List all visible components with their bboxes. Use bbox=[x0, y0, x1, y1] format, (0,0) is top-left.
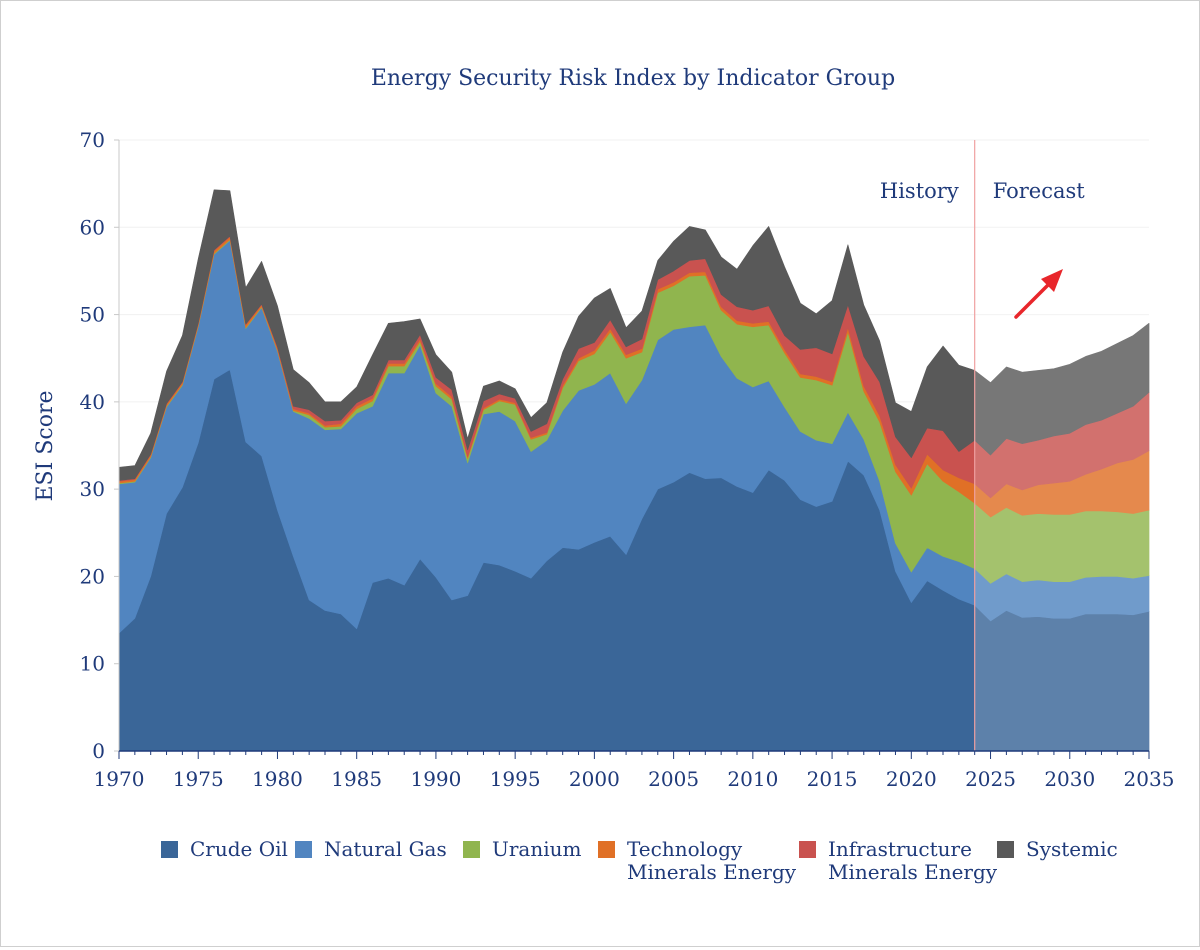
trend-arrow bbox=[1014, 269, 1063, 319]
legend-swatch-systemic bbox=[997, 841, 1014, 858]
x-tick-label-2020: 2020 bbox=[886, 767, 937, 791]
x-tick-label-2010: 2010 bbox=[727, 767, 778, 791]
x-tick-label-1980: 1980 bbox=[252, 767, 303, 791]
stacked-areas bbox=[118, 189, 1150, 752]
legend-label-natural-gas: Natural Gas bbox=[324, 837, 447, 861]
x-tick-label-1995: 1995 bbox=[490, 767, 541, 791]
y-tick-label-20: 20 bbox=[80, 564, 105, 588]
legend-swatch-crude-oil bbox=[161, 841, 178, 858]
x-tick-label-2015: 2015 bbox=[807, 767, 858, 791]
x-tick-label-1975: 1975 bbox=[173, 767, 224, 791]
legend: Crude Oil Natural Gas Uranium Technology Min… bbox=[161, 837, 1118, 884]
y-tick-label-50: 50 bbox=[80, 303, 105, 327]
legend-swatch-technology-minerals-energy bbox=[598, 841, 615, 858]
y-tick-label-70: 70 bbox=[80, 128, 105, 152]
y-tick-label-0: 0 bbox=[92, 739, 105, 763]
y-tick-label-40: 40 bbox=[80, 390, 105, 414]
x-tick-label-2000: 2000 bbox=[569, 767, 620, 791]
legend-item-infrastructure-minerals-energy: Infrastructure Minerals Energy bbox=[799, 837, 998, 884]
legend-swatch-infrastructure-minerals-energy bbox=[799, 841, 816, 858]
x-tick-label-2035: 2035 bbox=[1124, 767, 1175, 791]
area-systemic bbox=[118, 189, 1150, 481]
legend-item-crude-oil: Crude Oil bbox=[161, 837, 288, 861]
legend-item-natural-gas: Natural Gas bbox=[295, 837, 447, 861]
x-tick-label-1985: 1985 bbox=[331, 767, 382, 791]
x-tick-label-2005: 2005 bbox=[648, 767, 699, 791]
legend-label-crude-oil: Crude Oil bbox=[190, 837, 288, 861]
x-tick-label-2025: 2025 bbox=[965, 767, 1016, 791]
trend-arrow-shaft bbox=[1014, 280, 1053, 319]
chart-title: Energy Security Risk Index by Indicator … bbox=[371, 66, 895, 91]
legend-label-infrastructure-minerals-energy: Infrastructure Minerals Energy bbox=[828, 837, 998, 884]
legend-item-uranium: Uranium bbox=[463, 837, 581, 861]
legend-swatch-natural-gas bbox=[295, 841, 312, 858]
legend-item-systemic: Systemic bbox=[997, 837, 1118, 861]
forecast-overlay bbox=[974, 140, 1149, 751]
forecast-label: Forecast bbox=[993, 179, 1086, 203]
history-label: History bbox=[880, 179, 959, 203]
legend-label-systemic: Systemic bbox=[1026, 837, 1118, 861]
legend-item-technology-minerals-energy: Technology Minerals Energy bbox=[598, 837, 797, 884]
y-tick-label-10: 10 bbox=[80, 652, 105, 676]
y-axis-label: ESI Score bbox=[33, 391, 58, 502]
y-tick-label-30: 30 bbox=[80, 477, 105, 501]
x-tick-label-1990: 1990 bbox=[410, 767, 461, 791]
x-tick-label-1970: 1970 bbox=[94, 767, 145, 791]
y-tick-label-60: 60 bbox=[80, 215, 105, 239]
trend-arrow-head bbox=[1041, 269, 1063, 292]
legend-label-technology-minerals-energy: Technology Minerals Energy bbox=[627, 837, 797, 884]
legend-label-uranium: Uranium bbox=[492, 837, 581, 861]
legend-swatch-uranium bbox=[463, 841, 480, 858]
x-tick-label-2030: 2030 bbox=[1044, 767, 1095, 791]
